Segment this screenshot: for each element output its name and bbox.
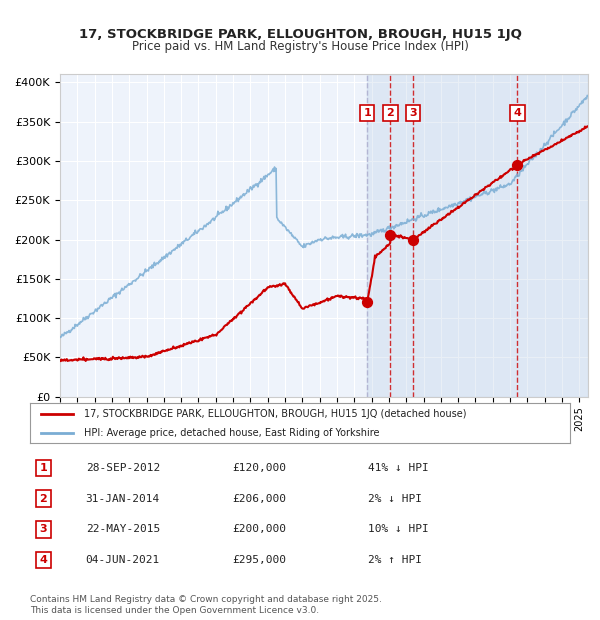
Text: £295,000: £295,000 xyxy=(232,555,286,565)
Text: 1: 1 xyxy=(40,463,47,473)
Text: 4: 4 xyxy=(40,555,47,565)
Text: £200,000: £200,000 xyxy=(232,525,286,534)
Text: 10% ↓ HPI: 10% ↓ HPI xyxy=(368,525,428,534)
Text: £120,000: £120,000 xyxy=(232,463,286,473)
Text: 2% ↑ HPI: 2% ↑ HPI xyxy=(368,555,422,565)
Text: Price paid vs. HM Land Registry's House Price Index (HPI): Price paid vs. HM Land Registry's House … xyxy=(131,40,469,53)
Point xyxy=(512,160,522,170)
Text: 22-MAY-2015: 22-MAY-2015 xyxy=(86,525,160,534)
Point xyxy=(362,298,372,308)
Text: £206,000: £206,000 xyxy=(232,494,286,503)
Text: 4: 4 xyxy=(514,108,521,118)
Text: 2: 2 xyxy=(40,494,47,503)
Text: 17, STOCKBRIDGE PARK, ELLOUGHTON, BROUGH, HU15 1JQ: 17, STOCKBRIDGE PARK, ELLOUGHTON, BROUGH… xyxy=(79,28,521,41)
Text: 3: 3 xyxy=(40,525,47,534)
Text: Contains HM Land Registry data © Crown copyright and database right 2025.
This d: Contains HM Land Registry data © Crown c… xyxy=(30,595,382,614)
Text: 3: 3 xyxy=(409,108,417,118)
Text: 41% ↓ HPI: 41% ↓ HPI xyxy=(368,463,428,473)
Bar xyxy=(367,74,588,397)
Text: 2% ↓ HPI: 2% ↓ HPI xyxy=(368,494,422,503)
Text: 17, STOCKBRIDGE PARK, ELLOUGHTON, BROUGH, HU15 1JQ (detached house): 17, STOCKBRIDGE PARK, ELLOUGHTON, BROUGH… xyxy=(84,409,467,419)
Text: 2: 2 xyxy=(386,108,394,118)
Text: 31-JAN-2014: 31-JAN-2014 xyxy=(86,494,160,503)
Text: HPI: Average price, detached house, East Riding of Yorkshire: HPI: Average price, detached house, East… xyxy=(84,428,380,438)
Text: 04-JUN-2021: 04-JUN-2021 xyxy=(86,555,160,565)
Text: 1: 1 xyxy=(364,108,371,118)
Text: 28-SEP-2012: 28-SEP-2012 xyxy=(86,463,160,473)
Point xyxy=(386,230,395,240)
Point xyxy=(408,234,418,244)
